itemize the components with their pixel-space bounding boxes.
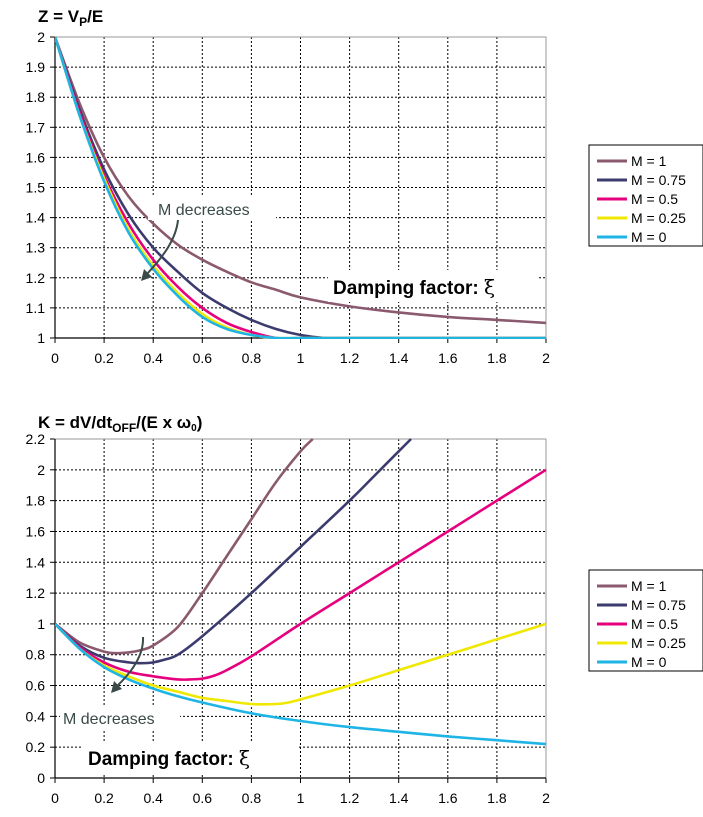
top-legend-label: M = 0: [631, 229, 667, 245]
top-y-tick-label: 1.5: [26, 180, 46, 196]
top-y-tick-label: 1.2: [26, 270, 46, 286]
top-legend-label: M = 0.25: [631, 210, 686, 226]
top-annotation-text: M decreases: [158, 202, 250, 219]
bottom-y-tick-label: 1.8: [26, 493, 46, 509]
bottom-y-tick-label: 1.2: [26, 585, 46, 601]
bottom-legend-label: M = 1: [631, 578, 667, 594]
bottom-y-tick-label: 0.6: [26, 678, 46, 694]
top-annotation-arrow: [145, 219, 179, 276]
bottom-y-tick-label: 1: [37, 616, 45, 632]
bottom-x-tick-label: 0.4: [143, 790, 163, 806]
top-chart-title: Z = VP/E: [38, 7, 103, 29]
bottom-y-tick-label: 1.4: [26, 554, 46, 570]
bottom-y-tick-label: 2.2: [26, 431, 46, 447]
bottom-x-tick-label: 0.2: [94, 790, 114, 806]
top-x-tick-labels: 0 0.2 0.4 0.6 0.8 1 1.2 1.4 1.6 1.8 2: [51, 350, 550, 366]
top-series-line-m1: [55, 36, 547, 325]
top-y-tick-labels: 1 1.1 1.2 1.3 1.4 1.5 1.6 1.7 1.8 1.9 2: [26, 29, 46, 346]
top-legend-label: M = 0.75: [631, 172, 686, 188]
bottom-series-line-m1: [55, 438, 314, 655]
bottom-x-tick-label: 1.4: [389, 790, 409, 806]
top-y-tick-label: 1.9: [26, 59, 46, 75]
top-x-tick-label: 0.8: [242, 350, 262, 366]
top-x-tick-label: 1: [297, 350, 305, 366]
top-x-tick-label: 1.4: [389, 350, 409, 366]
bottom-annotation-text: M decreases: [63, 711, 155, 728]
bottom-chart: K = dV/dtOFF/(E x ω0) 0 0.2 0.4 0.6 0.8 1 1.2 1…: [26, 413, 703, 806]
top-legend-label: M = 1: [631, 153, 667, 169]
bottom-x-tick-label: 1.6: [438, 790, 458, 806]
top-series-group: [55, 36, 547, 339]
bottom-x-tick-label: 0.6: [193, 790, 213, 806]
top-damping-label: Damping factor: ξ: [333, 275, 495, 299]
bottom-x-tick-label: 1.2: [340, 790, 360, 806]
top-x-tick-label: 1.2: [340, 350, 360, 366]
bottom-x-tick-labels: 0 0.2 0.4 0.6 0.8 1 1.2 1.4 1.6 1.8 2: [51, 790, 550, 806]
top-y-tick-label: 2: [37, 29, 45, 45]
bottom-grid: [50, 438, 547, 783]
bottom-y-tick-label: 0: [37, 770, 45, 786]
bottom-y-tick-label: 0.4: [26, 708, 46, 724]
bottom-chart-title: K = dV/dtOFF/(E x ω0): [38, 413, 202, 435]
top-damping-box: [328, 270, 538, 302]
top-x-tick-label: 0.4: [143, 350, 163, 366]
bottom-damping-label: Damping factor: ξ: [88, 746, 250, 770]
top-chart: Z = VP/E 1 1.1 1.2 1.3 1.4 1.5 1.6 1.7 1.8 1.9 2 0…: [26, 7, 703, 366]
top-y-tick-label: 1.8: [26, 89, 46, 105]
bottom-annotation-box: [60, 705, 180, 729]
top-x-tick-label: 0: [51, 350, 59, 366]
bottom-x-tick-label: 2: [542, 790, 550, 806]
bottom-x-tick-label: 1.8: [487, 790, 507, 806]
bottom-y-tick-label: 1.6: [26, 523, 46, 539]
top-x-tick-label: 0.6: [193, 350, 213, 366]
bottom-legend-items: M = 1 M = 0.75 M = 0.5 M = 0.25 M = 0: [597, 578, 686, 670]
bottom-series-line-m0: [55, 622, 547, 746]
bottom-x-tick-label: 0.8: [242, 790, 262, 806]
bottom-legend-label: M = 0.75: [631, 597, 686, 613]
bottom-legend-label: M = 0.25: [631, 635, 686, 651]
bottom-x-tick-label: 1: [297, 790, 305, 806]
bottom-legend-label: M = 0: [631, 654, 667, 670]
top-y-tick-label: 1.1: [26, 300, 46, 316]
top-annotation-box: [148, 196, 276, 220]
top-legend-items: M = 1 M = 0.75 M = 0.5 M = 0.25 M = 0: [597, 153, 686, 245]
bottom-series-line-m05: [55, 468, 547, 681]
top-y-tick-label: 1.7: [26, 119, 46, 135]
bottom-series-group: [55, 438, 547, 746]
top-y-tick-label: 1: [37, 330, 45, 346]
top-x-tick-label: 1.8: [487, 350, 507, 366]
bottom-damping-box: [83, 741, 298, 773]
top-y-tick-label: 1.6: [26, 149, 46, 165]
top-y-tick-label: 1.4: [26, 210, 46, 226]
top-x-tick-label: 1.6: [438, 350, 458, 366]
top-y-tick-label: 1.3: [26, 240, 46, 256]
top-x-tick-label: 2: [542, 350, 550, 366]
bottom-x-tick-label: 0: [51, 790, 59, 806]
bottom-y-tick-label: 2: [37, 462, 45, 478]
bottom-series-line-m075: [55, 438, 412, 665]
bottom-y-tick-labels: 0 0.2 0.4 0.6 0.8 1 1.2 1.4 1.6 1.8 2 2.2: [26, 431, 46, 786]
top-series-line-m0: [55, 36, 546, 339]
top-x-tick-label: 0.2: [94, 350, 114, 366]
bottom-series-line-m025: [55, 622, 547, 706]
bottom-y-tick-label: 0.2: [26, 739, 46, 755]
bottom-legend-label: M = 0.5: [631, 616, 678, 632]
top-annotation-arrowhead: [141, 269, 152, 281]
top-legend-label: M = 0.5: [631, 191, 678, 207]
bottom-annotation-arrowhead: [111, 681, 122, 693]
bottom-annotation-arrow: [115, 636, 145, 688]
bottom-y-tick-label: 0.8: [26, 647, 46, 663]
